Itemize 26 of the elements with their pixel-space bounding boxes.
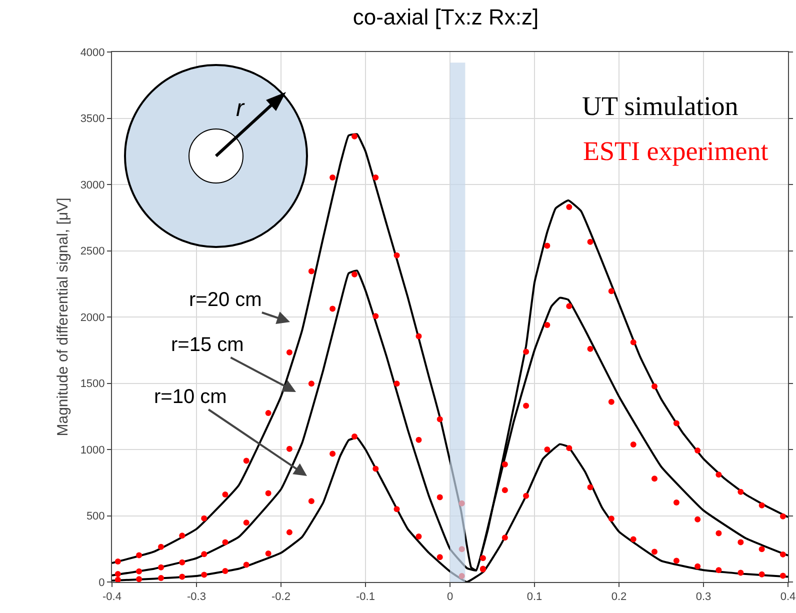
x-tick-label: 0 [446, 591, 454, 604]
annotation: r [236, 95, 245, 122]
y-tick-label: 1000 [80, 444, 105, 456]
x-tick-label: -0.2 [272, 591, 290, 604]
y-tick-label: 500 [86, 510, 105, 523]
x-tick-label: -0.1 [356, 591, 375, 604]
annotation: r=20 cm [189, 289, 262, 311]
chart-title: co-axial [Tx:z Rx:z] [352, 4, 539, 30]
annotation: UT simulation [582, 91, 739, 121]
x-tick-label: 0.1 [526, 591, 542, 604]
annotation: r=15 cm [171, 334, 244, 356]
y-tick-label: 2500 [80, 246, 105, 258]
annotation: ESTI experiment [583, 136, 769, 166]
x-tick-label: -0.4 [102, 591, 122, 604]
y-tick-label: 4000 [80, 46, 105, 59]
y-tick-label: 0 [98, 576, 105, 589]
y-tick-label: 2000 [80, 312, 105, 324]
y-axis-title: Magnitude of differential signal, [μV] [54, 198, 72, 436]
y-tick-label: 3000 [80, 179, 105, 192]
y-tick-label: 1500 [80, 378, 105, 390]
annotation: r=10 cm [154, 386, 227, 408]
y-tick-label: 3500 [80, 113, 105, 126]
x-tick-label: 0.2 [611, 591, 627, 604]
x-tick-label: 0.3 [696, 591, 712, 604]
x-tick-label: 0.4 [780, 591, 796, 604]
x-tick-label: -0.3 [187, 591, 206, 604]
